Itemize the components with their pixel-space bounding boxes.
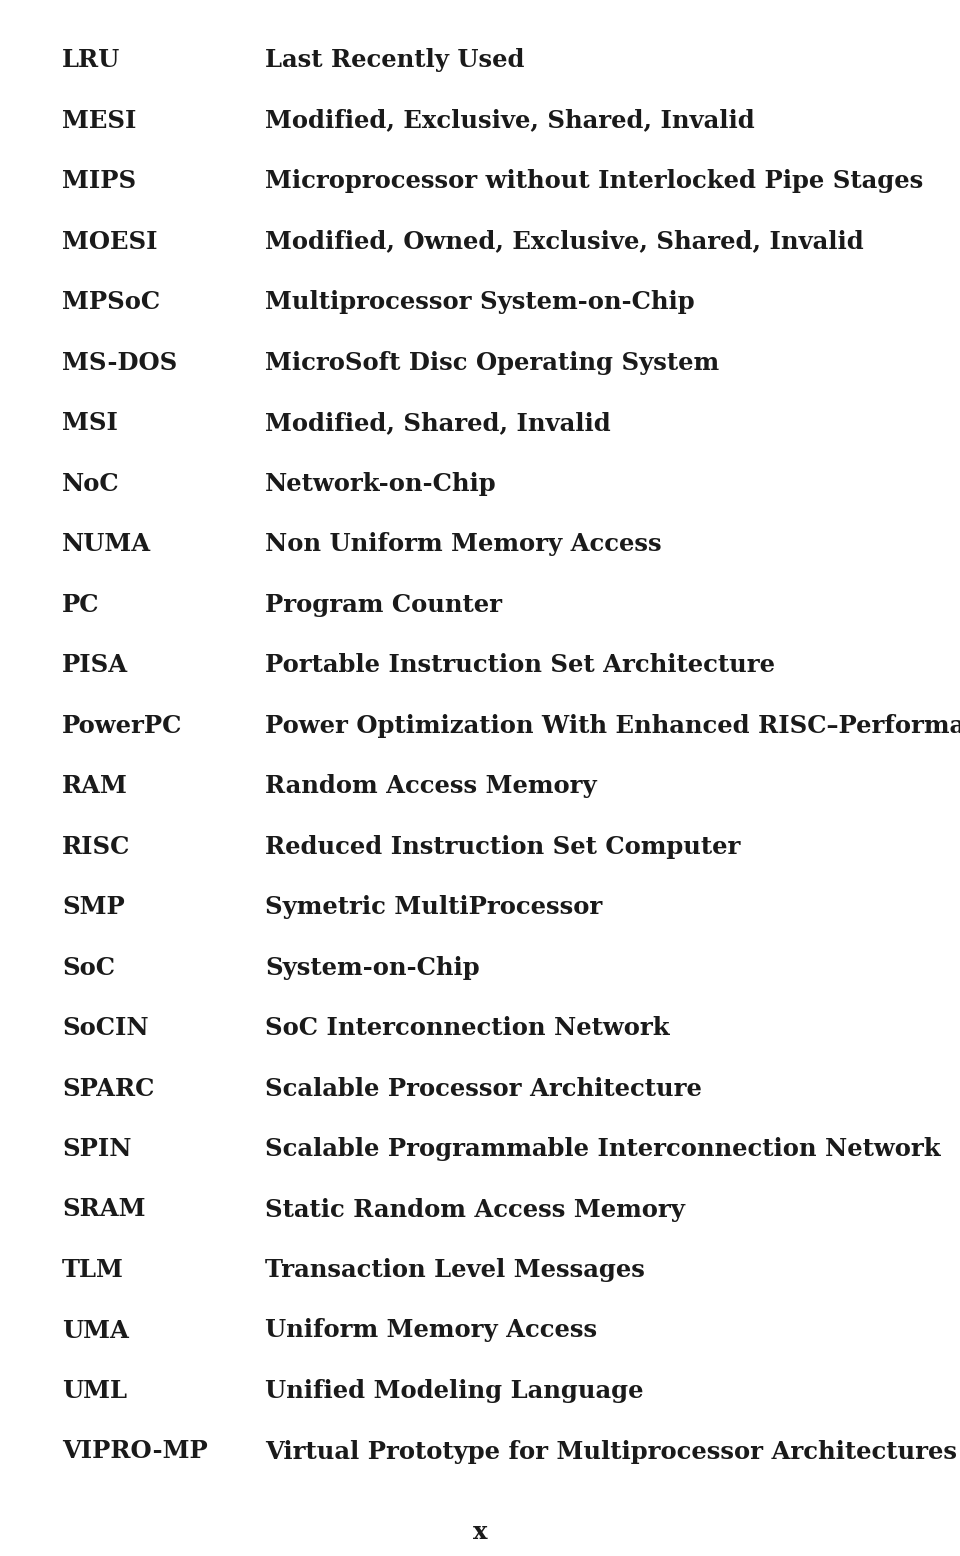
Text: System-on-Chip: System-on-Chip [265, 955, 480, 979]
Text: Symetric MultiProcessor: Symetric MultiProcessor [265, 895, 602, 920]
Text: SRAM: SRAM [62, 1198, 146, 1221]
Text: MESI: MESI [62, 109, 136, 132]
Text: Multiprocessor System-on-Chip: Multiprocessor System-on-Chip [265, 289, 695, 314]
Text: RAM: RAM [62, 773, 128, 798]
Text: MIPS: MIPS [62, 170, 136, 193]
Text: SMP: SMP [62, 895, 125, 920]
Text: NoC: NoC [62, 471, 120, 495]
Text: Uniform Memory Access: Uniform Memory Access [265, 1318, 597, 1343]
Text: Modified, Exclusive, Shared, Invalid: Modified, Exclusive, Shared, Invalid [265, 109, 755, 132]
Text: PC: PC [62, 593, 100, 616]
Text: LRU: LRU [62, 48, 120, 72]
Text: Transaction Level Messages: Transaction Level Messages [265, 1257, 645, 1282]
Text: Portable Instruction Set Architecture: Portable Instruction Set Architecture [265, 654, 775, 677]
Text: Virtual Prototype for Multiprocessor Architectures: Virtual Prototype for Multiprocessor Arc… [265, 1439, 957, 1464]
Text: MicroSoft Disc Operating System: MicroSoft Disc Operating System [265, 350, 719, 375]
Text: Network-on-Chip: Network-on-Chip [265, 471, 496, 495]
Text: VIPRO-MP: VIPRO-MP [62, 1439, 207, 1464]
Text: x: x [472, 1520, 488, 1544]
Text: UML: UML [62, 1379, 127, 1404]
Text: MS-DOS: MS-DOS [62, 350, 178, 375]
Text: Random Access Memory: Random Access Memory [265, 773, 596, 798]
Text: Program Counter: Program Counter [265, 593, 502, 616]
Text: RISC: RISC [62, 834, 131, 859]
Text: Static Random Access Memory: Static Random Access Memory [265, 1198, 684, 1221]
Text: Scalable Processor Architecture: Scalable Processor Architecture [265, 1077, 702, 1100]
Text: Last Recently Used: Last Recently Used [265, 48, 524, 72]
Text: NUMA: NUMA [62, 532, 151, 555]
Text: Modified, Shared, Invalid: Modified, Shared, Invalid [265, 411, 611, 436]
Text: PowerPC: PowerPC [62, 714, 182, 738]
Text: Modified, Owned, Exclusive, Shared, Invalid: Modified, Owned, Exclusive, Shared, Inva… [265, 229, 864, 254]
Text: UMA: UMA [62, 1318, 129, 1343]
Text: Scalable Programmable Interconnection Network: Scalable Programmable Interconnection Ne… [265, 1137, 941, 1161]
Text: SoCIN: SoCIN [62, 1016, 149, 1039]
Text: MSI: MSI [62, 411, 118, 436]
Text: MPSoC: MPSoC [62, 289, 160, 314]
Text: SoC Interconnection Network: SoC Interconnection Network [265, 1016, 670, 1039]
Text: Unified Modeling Language: Unified Modeling Language [265, 1379, 643, 1404]
Text: PISA: PISA [62, 654, 128, 677]
Text: TLM: TLM [62, 1257, 124, 1282]
Text: Power Optimization With Enhanced RISC–Performance Computing: Power Optimization With Enhanced RISC–Pe… [265, 714, 960, 738]
Text: Reduced Instruction Set Computer: Reduced Instruction Set Computer [265, 834, 740, 859]
Text: MOESI: MOESI [62, 229, 157, 254]
Text: Microprocessor without Interlocked Pipe Stages: Microprocessor without Interlocked Pipe … [265, 170, 924, 193]
Text: SoC: SoC [62, 955, 115, 979]
Text: SPARC: SPARC [62, 1077, 155, 1100]
Text: Non Uniform Memory Access: Non Uniform Memory Access [265, 532, 661, 555]
Text: SPIN: SPIN [62, 1137, 132, 1161]
